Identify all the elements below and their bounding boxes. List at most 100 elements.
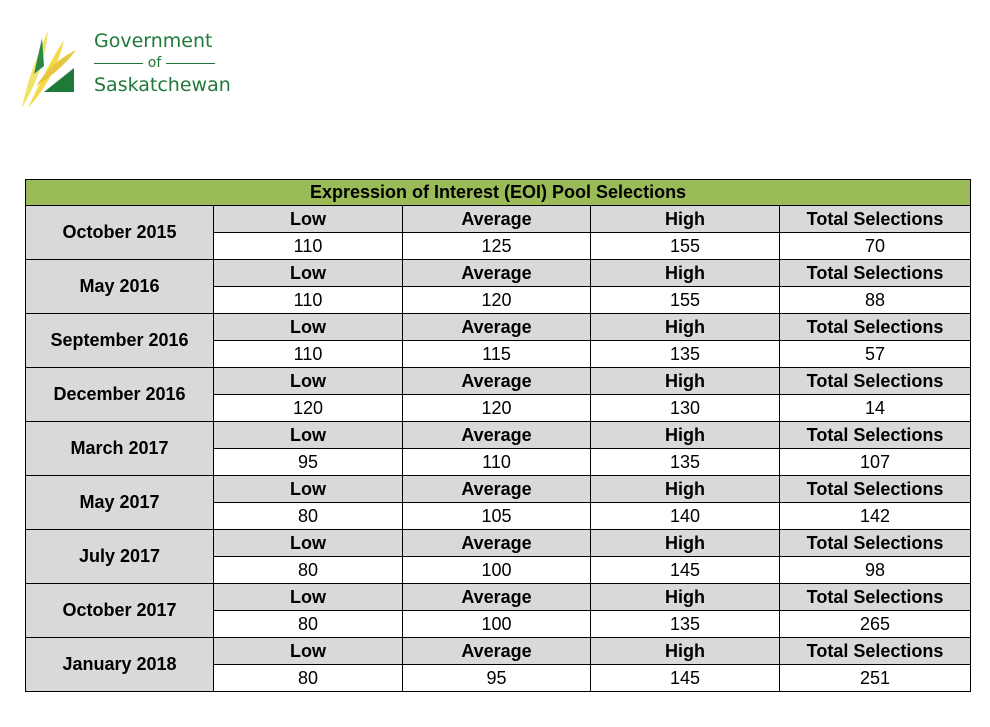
value-low: 110 — [213, 232, 403, 260]
value-average: 100 — [402, 556, 591, 584]
column-header-low: Low — [213, 367, 403, 395]
value-total: 107 — [778, 448, 972, 476]
selection-date: October 2017 — [25, 583, 214, 638]
column-header-high: High — [590, 583, 780, 611]
column-header-low: Low — [213, 475, 403, 503]
value-total: 265 — [778, 610, 972, 638]
column-header-high: High — [590, 421, 780, 449]
wheat-icon — [22, 30, 76, 108]
value-total: 142 — [778, 502, 972, 530]
value-average: 100 — [402, 610, 591, 638]
column-header-low: Low — [213, 259, 403, 287]
column-header-low: Low — [213, 421, 403, 449]
table-title: Expression of Interest (EOI) Pool Select… — [24, 179, 972, 206]
table-header-row: September 2016 Low Average High Total Select… — [25, 313, 972, 368]
selection-date: March 2017 — [25, 421, 214, 476]
value-high: 145 — [590, 664, 780, 692]
table-row: 80 100 135 265 — [26, 610, 972, 638]
column-header-total: Total Selections — [778, 421, 972, 449]
value-total: 88 — [778, 286, 972, 314]
value-high: 135 — [590, 340, 780, 368]
column-header-low: Low — [213, 313, 403, 341]
value-high: 155 — [590, 232, 780, 260]
value-high: 145 — [590, 556, 780, 584]
value-average: 105 — [402, 502, 591, 530]
column-header-low: Low — [213, 205, 403, 233]
value-low: 110 — [213, 286, 403, 314]
column-header-average: Average — [402, 313, 591, 341]
column-header-low: Low — [213, 637, 403, 665]
table-row: 110 120 155 88 — [26, 286, 972, 314]
column-header-high: High — [590, 259, 780, 287]
value-low: 80 — [213, 502, 403, 530]
eoi-selections-table: Expression of Interest (EOI) Pool Select… — [24, 179, 972, 692]
value-total: 70 — [778, 232, 972, 260]
column-header-average: Average — [402, 637, 591, 665]
table-header-row: October 2015 Low Average High Total Selectio… — [25, 205, 972, 260]
table-header-row: January 2018 Low Average High Total Selectio… — [25, 637, 972, 692]
value-low: 80 — [213, 556, 403, 584]
value-high: 135 — [590, 448, 780, 476]
selection-date: July 2017 — [25, 529, 214, 584]
table-header-row: October 2017 Low Average High Total Selectio… — [25, 583, 972, 638]
value-high: 140 — [590, 502, 780, 530]
column-header-high: High — [590, 205, 780, 233]
column-header-high: High — [590, 367, 780, 395]
selection-date: January 2018 — [25, 637, 214, 692]
value-high: 135 — [590, 610, 780, 638]
value-total: 57 — [778, 340, 972, 368]
table-row: 80 105 140 142 — [26, 502, 972, 530]
value-total: 251 — [778, 664, 972, 692]
value-low: 95 — [213, 448, 403, 476]
value-average: 110 — [402, 448, 591, 476]
table-header-row: July 2017 Low Average High Total Selections — [25, 529, 972, 584]
table-header-row: March 2017 Low Average High Total Selections — [25, 421, 972, 476]
value-average: 120 — [402, 286, 591, 314]
column-header-average: Average — [402, 259, 591, 287]
table-body: October 2015 Low Average High Total Selectio… — [25, 205, 972, 692]
table-row: 120 120 130 14 — [26, 394, 972, 422]
column-header-low: Low — [213, 529, 403, 557]
value-high: 130 — [590, 394, 780, 422]
column-header-low: Low — [213, 583, 403, 611]
value-total: 98 — [778, 556, 972, 584]
column-header-total: Total Selections — [778, 205, 972, 233]
column-header-average: Average — [402, 367, 591, 395]
column-header-total: Total Selections — [778, 637, 972, 665]
column-header-average: Average — [402, 529, 591, 557]
selection-date: May 2017 — [25, 475, 214, 530]
table-row: 80 95 145 251 — [26, 664, 972, 692]
government-logo: Government of Saskatchewan — [18, 16, 238, 116]
value-average: 95 — [402, 664, 591, 692]
column-header-average: Average — [402, 583, 591, 611]
value-high: 155 — [590, 286, 780, 314]
value-low: 110 — [213, 340, 403, 368]
value-average: 125 — [402, 232, 591, 260]
logo-text: Government of Saskatchewan — [94, 30, 231, 96]
column-header-average: Average — [402, 421, 591, 449]
column-header-total: Total Selections — [778, 259, 972, 287]
value-low: 120 — [213, 394, 403, 422]
column-header-total: Total Selections — [778, 583, 972, 611]
table-header-row: May 2016 Low Average High Total Selections — [25, 259, 972, 314]
column-header-average: Average — [402, 475, 591, 503]
value-average: 120 — [402, 394, 591, 422]
column-header-high: High — [590, 475, 780, 503]
table-header-row: December 2016 Low Average High Total Selecti… — [25, 367, 972, 422]
value-low: 80 — [213, 610, 403, 638]
value-total: 14 — [778, 394, 972, 422]
logo-line-of: of — [94, 52, 220, 74]
column-header-high: High — [590, 313, 780, 341]
column-header-total: Total Selections — [778, 529, 972, 557]
column-header-total: Total Selections — [778, 475, 972, 503]
value-low: 80 — [213, 664, 403, 692]
selection-date: December 2016 — [25, 367, 214, 422]
table-row: 110 115 135 57 — [26, 340, 972, 368]
table-header-row: May 2017 Low Average High Total Selections — [25, 475, 972, 530]
column-header-high: High — [590, 529, 780, 557]
column-header-total: Total Selections — [778, 367, 972, 395]
logo-line-government: Government — [94, 30, 213, 52]
table-row: 110 125 155 70 — [26, 232, 972, 260]
table-row: 80 100 145 98 — [26, 556, 972, 584]
logo-line-saskatchewan: Saskatchewan — [94, 74, 231, 96]
